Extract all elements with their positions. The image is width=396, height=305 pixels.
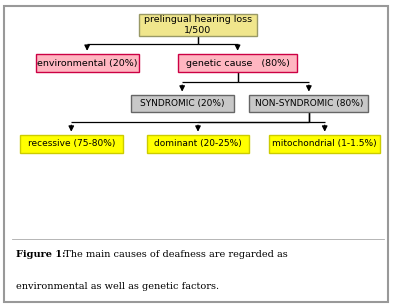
Text: SYNDROMIC (20%): SYNDROMIC (20%)	[140, 99, 225, 108]
Text: genetic cause   (80%): genetic cause (80%)	[186, 59, 289, 67]
FancyBboxPatch shape	[139, 14, 257, 36]
Text: environmental (20%): environmental (20%)	[37, 59, 137, 67]
Text: NON-SYNDROMIC (80%): NON-SYNDROMIC (80%)	[255, 99, 363, 108]
Text: environmental as well as genetic factors.: environmental as well as genetic factors…	[16, 282, 219, 291]
FancyBboxPatch shape	[269, 135, 380, 153]
Text: dominant (20-25%): dominant (20-25%)	[154, 139, 242, 149]
FancyBboxPatch shape	[249, 95, 368, 112]
FancyBboxPatch shape	[131, 95, 234, 112]
FancyBboxPatch shape	[36, 54, 139, 72]
Text: Figure 1:: Figure 1:	[16, 250, 65, 259]
FancyBboxPatch shape	[178, 54, 297, 72]
FancyBboxPatch shape	[20, 135, 123, 153]
FancyBboxPatch shape	[147, 135, 249, 153]
Text: recessive (75-80%): recessive (75-80%)	[28, 139, 115, 149]
Text: The main causes of deafness are regarded as: The main causes of deafness are regarded…	[61, 250, 288, 259]
Text: prelingual hearing loss
1/500: prelingual hearing loss 1/500	[144, 15, 252, 35]
Text: mitochondrial (1-1.5%): mitochondrial (1-1.5%)	[272, 139, 377, 149]
